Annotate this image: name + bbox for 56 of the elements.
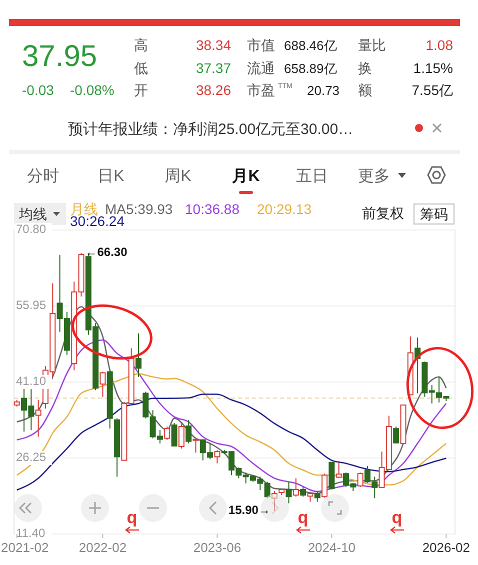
text: 筹码 bbox=[420, 206, 448, 222]
text: 更多 bbox=[358, 167, 390, 185]
text: 周K bbox=[164, 168, 192, 185]
x-tick-label: 2023-06 bbox=[193, 540, 242, 555]
text: 市盈 bbox=[247, 82, 275, 98]
text: 10:36.88 bbox=[185, 201, 240, 217]
x-tick-label: 2022-02 bbox=[78, 540, 127, 555]
text: 额 bbox=[358, 82, 372, 98]
candlestick bbox=[286, 481, 292, 504]
text: -0.08% bbox=[70, 82, 114, 98]
text: 五日 bbox=[296, 168, 328, 185]
legend-title: 月线 bbox=[70, 201, 98, 217]
text: 量比 bbox=[358, 37, 386, 53]
x-tick-label: 2021-02 bbox=[1, 540, 49, 555]
text: 38.34 bbox=[196, 37, 232, 53]
y-tick-label: 41.10 bbox=[16, 374, 46, 388]
text: 1.08 bbox=[426, 37, 454, 53]
text: 分时 bbox=[27, 167, 59, 185]
text: 市值 bbox=[247, 37, 275, 53]
text: 低 bbox=[134, 60, 148, 76]
text: 688.46亿 bbox=[284, 38, 337, 53]
x-tick-label: 2026-02 bbox=[422, 540, 470, 555]
line-series bbox=[16, 339, 447, 492]
candlestick bbox=[35, 399, 42, 438]
text: 前复权 bbox=[362, 205, 404, 221]
candlestick bbox=[136, 332, 142, 378]
text: 开 bbox=[134, 82, 148, 98]
annotation: q bbox=[126, 508, 138, 527]
text: 37.37 bbox=[196, 60, 232, 76]
text: -0.03 bbox=[22, 82, 54, 98]
text: 38.26 bbox=[196, 82, 232, 98]
text: 658.89亿 bbox=[284, 61, 337, 76]
text: 7.55亿 bbox=[412, 82, 453, 98]
text: 20:29.13 bbox=[257, 201, 312, 217]
x-tick-label: 2024-10 bbox=[308, 540, 356, 555]
text: MA5:39.93 bbox=[105, 201, 173, 217]
annotation: q bbox=[392, 508, 402, 527]
y-tick-label: 70.80 bbox=[16, 222, 46, 236]
text: 日K bbox=[98, 168, 125, 185]
y-tick-label: 11.40 bbox=[16, 526, 46, 540]
line-series bbox=[16, 394, 447, 491]
annotation: q bbox=[298, 508, 308, 527]
annotation: 15.90→ bbox=[228, 503, 270, 518]
text: 均线 bbox=[18, 206, 47, 222]
text: 高 bbox=[134, 37, 148, 53]
text: 37.95 bbox=[22, 40, 98, 73]
y-tick-label: 55.95 bbox=[16, 298, 46, 312]
candlestick bbox=[106, 370, 113, 430]
text: 1.15% bbox=[413, 60, 453, 76]
y-tick-label: 26.25 bbox=[16, 450, 46, 464]
text: 流通 bbox=[247, 60, 275, 76]
text: 换 bbox=[358, 60, 372, 76]
text: 20.73 bbox=[307, 83, 340, 98]
text: 月K bbox=[231, 168, 260, 185]
annotation: ←66.30 bbox=[85, 245, 128, 260]
text: 预计年报业绩：净利润25.00亿元至30.00… bbox=[68, 121, 354, 138]
